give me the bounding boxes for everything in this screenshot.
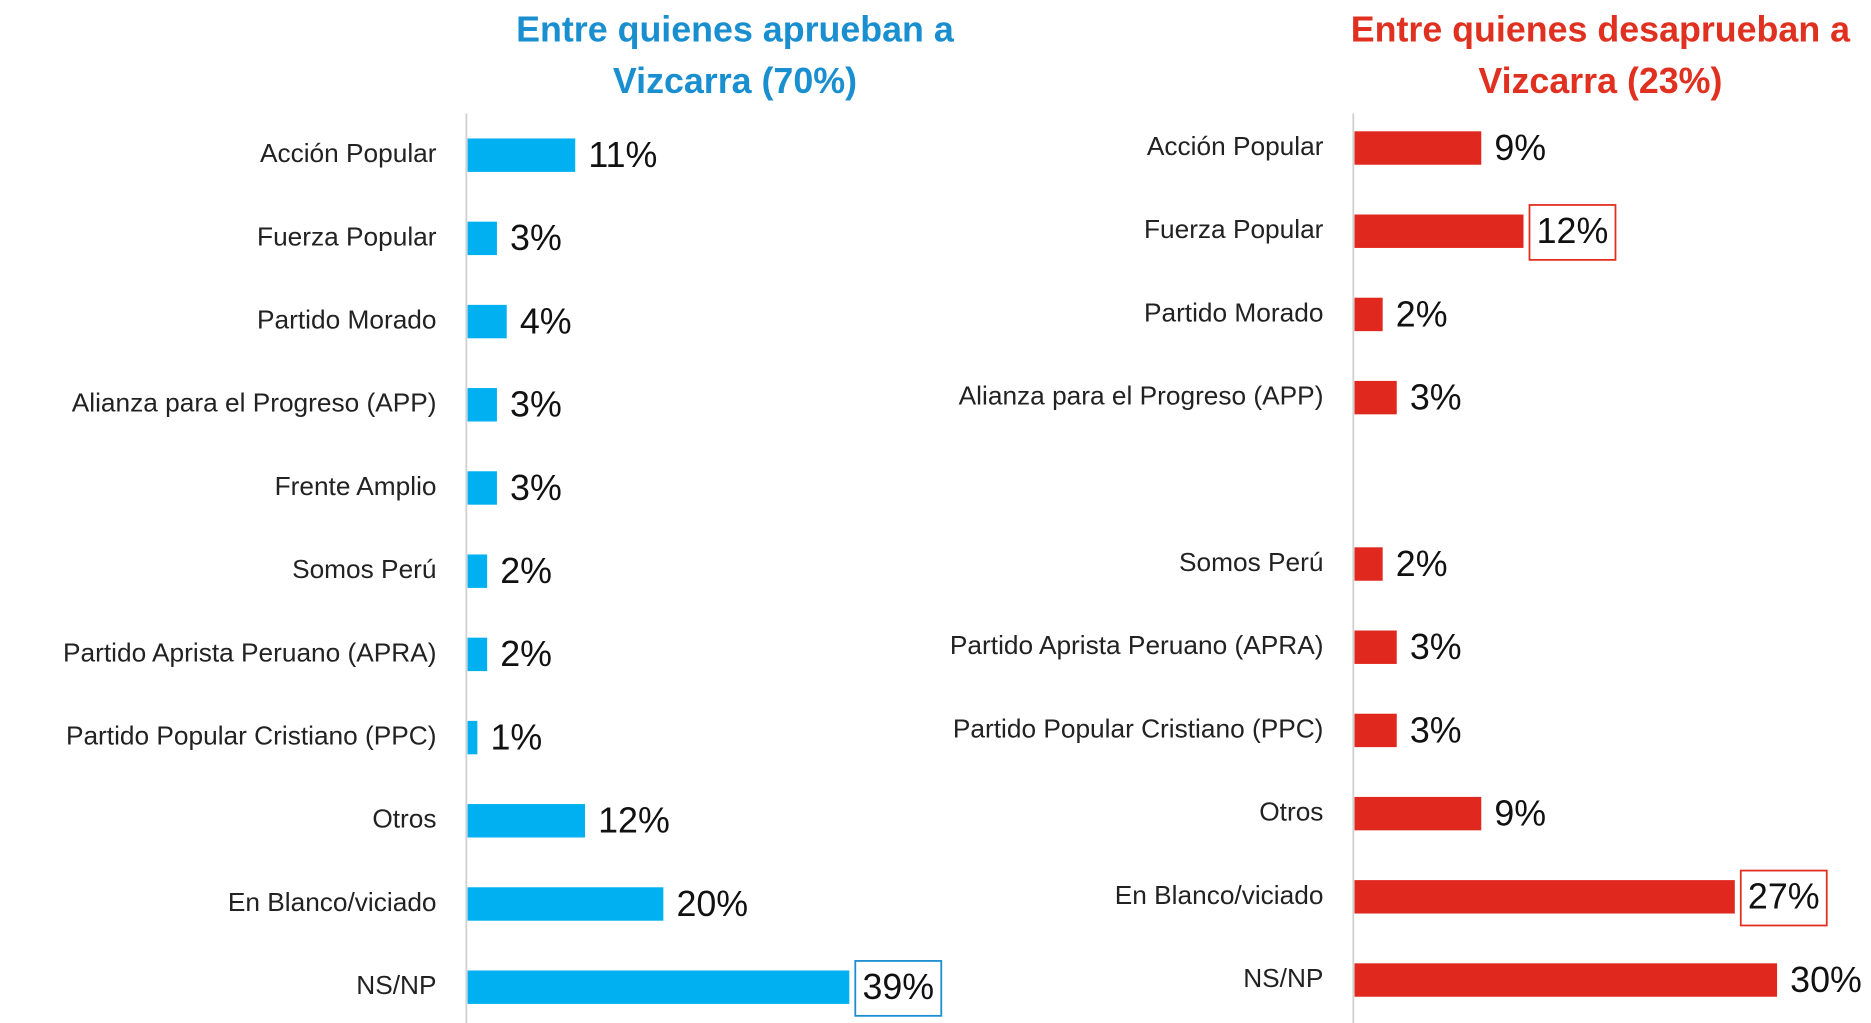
bar — [467, 388, 497, 422]
value-label: 11% — [588, 135, 657, 175]
bar — [1354, 131, 1482, 165]
value-label: 2% — [500, 634, 552, 674]
value-label: 4% — [520, 301, 572, 341]
value-label: 9% — [1494, 128, 1546, 168]
bar — [467, 221, 497, 256]
value-label: 3% — [1410, 627, 1462, 667]
category-label: Fuerza Popular — [1144, 214, 1324, 244]
bar — [467, 970, 850, 1004]
value-label: 12% — [598, 801, 670, 841]
value-label: 2% — [1396, 544, 1448, 584]
category-label: Frente Amplio — [275, 471, 437, 501]
value-label: 3% — [1410, 710, 1462, 750]
bar — [467, 804, 586, 838]
value-label: 2% — [1396, 294, 1448, 334]
value-label: 2% — [500, 551, 552, 591]
category-label: Acción Popular — [260, 138, 437, 168]
bar — [1354, 880, 1735, 914]
value-label: 39% — [862, 967, 934, 1007]
category-label: Somos Perú — [1179, 547, 1323, 577]
bar — [1354, 380, 1397, 415]
category-label: Alianza para el Progreso (APP) — [959, 381, 1324, 411]
category-label: Otros — [1259, 797, 1323, 827]
bar — [467, 471, 497, 505]
value-label: 30% — [1790, 960, 1862, 1000]
value-label: 20% — [676, 884, 748, 924]
value-label: 27% — [1748, 877, 1820, 917]
highlight-box — [854, 960, 943, 1017]
bar — [467, 304, 507, 339]
chart-title: Vizcarra (23%) — [1478, 61, 1722, 101]
value-label: 12% — [1537, 211, 1609, 251]
bar — [467, 637, 488, 672]
value-label: 1% — [490, 717, 542, 757]
bar — [1354, 630, 1397, 664]
value-label: 3% — [510, 468, 562, 508]
chart-title: Vizcarra (70%) — [613, 61, 857, 101]
chart-title: Entre quienes desaprueban a — [1351, 10, 1851, 50]
bar — [467, 720, 478, 755]
value-label: 3% — [510, 218, 562, 258]
category-label: Partido Aprista Peruano (APRA) — [63, 637, 437, 667]
category-label: Partido Morado — [257, 305, 436, 335]
bar — [467, 554, 488, 588]
highlight-box — [1528, 204, 1617, 261]
category-label: Fuerza Popular — [257, 221, 437, 251]
category-label: Partido Aprista Peruano (APRA) — [950, 630, 1324, 660]
value-label: 3% — [1410, 377, 1462, 417]
category-label: Acción Popular — [1147, 131, 1324, 161]
category-label: NS/NP — [356, 970, 436, 1000]
value-label: 9% — [1494, 793, 1546, 833]
category-label: Partido Morado — [1144, 297, 1323, 327]
category-label: Partido Popular Cristiano (PPC) — [953, 713, 1324, 743]
bar — [467, 887, 664, 921]
bar — [1354, 963, 1778, 997]
category-label: NS/NP — [1243, 963, 1323, 993]
chart-title: Entre quienes aprueban a — [516, 10, 955, 50]
bar — [1354, 214, 1524, 248]
category-label: En Blanco/viciado — [1115, 880, 1324, 910]
bar — [1354, 796, 1482, 831]
category-label: Partido Popular Cristiano (PPC) — [66, 721, 437, 751]
category-label: Otros — [372, 804, 436, 834]
bar — [1354, 297, 1383, 332]
bar — [1354, 547, 1383, 581]
value-label: 3% — [510, 385, 562, 425]
category-label: Alianza para el Progreso (APP) — [72, 388, 437, 418]
category-label: Somos Perú — [292, 554, 436, 584]
category-label: En Blanco/viciado — [228, 887, 437, 917]
highlight-box — [1739, 869, 1828, 927]
bar — [467, 138, 576, 172]
bar — [1354, 713, 1397, 748]
